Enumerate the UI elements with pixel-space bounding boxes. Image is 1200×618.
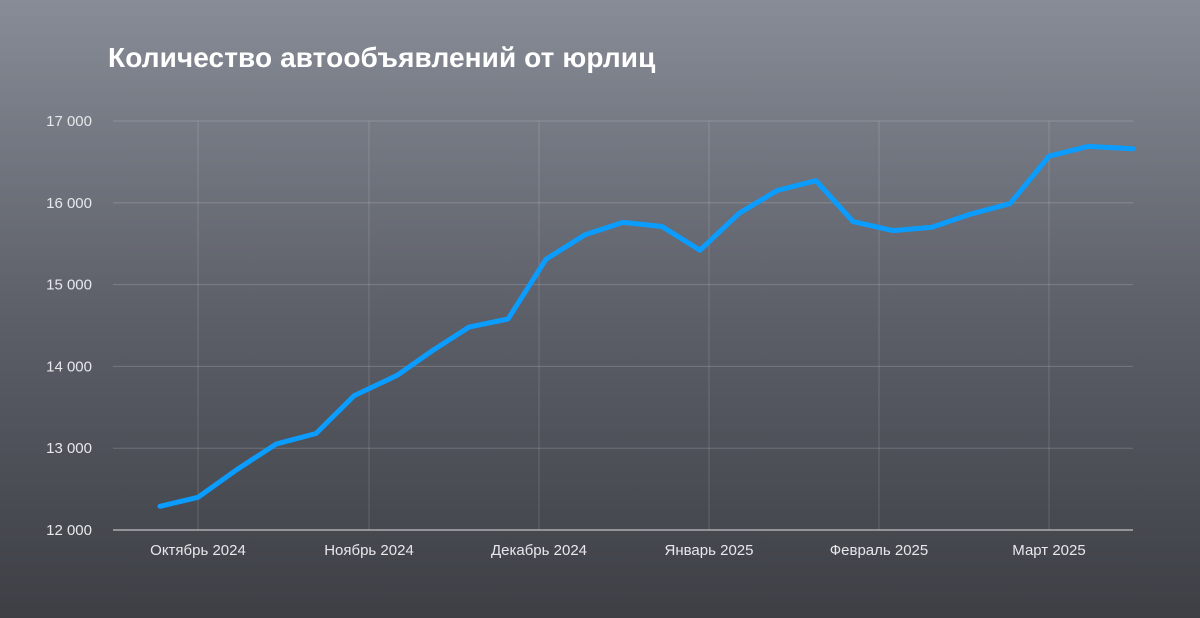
y-tick-label: 15 000 bbox=[46, 277, 92, 294]
x-tick-label: Октябрь 2024 bbox=[150, 542, 246, 559]
gridlines bbox=[113, 120, 1133, 531]
x-tick-label: Март 2025 bbox=[1012, 542, 1085, 559]
y-tick-label: 13 000 bbox=[46, 440, 92, 457]
y-tick-label: 16 000 bbox=[46, 195, 92, 212]
x-tick-label: Ноябрь 2024 bbox=[324, 542, 414, 559]
x-tick-label: Январь 2025 bbox=[665, 542, 754, 559]
x-tick-label: Февраль 2025 bbox=[830, 542, 929, 559]
chart-title: Количество автообъявлений от юрлиц bbox=[108, 42, 656, 73]
y-tick-label: 14 000 bbox=[46, 358, 92, 375]
series-line bbox=[157, 143, 1136, 509]
x-axis: Октябрь 2024 Ноябрь 2024 Декабрь 2024 Январ… bbox=[150, 542, 1086, 559]
y-tick-label: 17 000 bbox=[46, 113, 92, 130]
y-axis: 12 000 13 000 14 000 15 000 16 000 17 000 bbox=[46, 113, 92, 539]
y-tick-label: 12 000 bbox=[46, 522, 92, 539]
data-series bbox=[157, 143, 1136, 509]
x-tick-label: Декабрь 2024 bbox=[491, 542, 587, 559]
